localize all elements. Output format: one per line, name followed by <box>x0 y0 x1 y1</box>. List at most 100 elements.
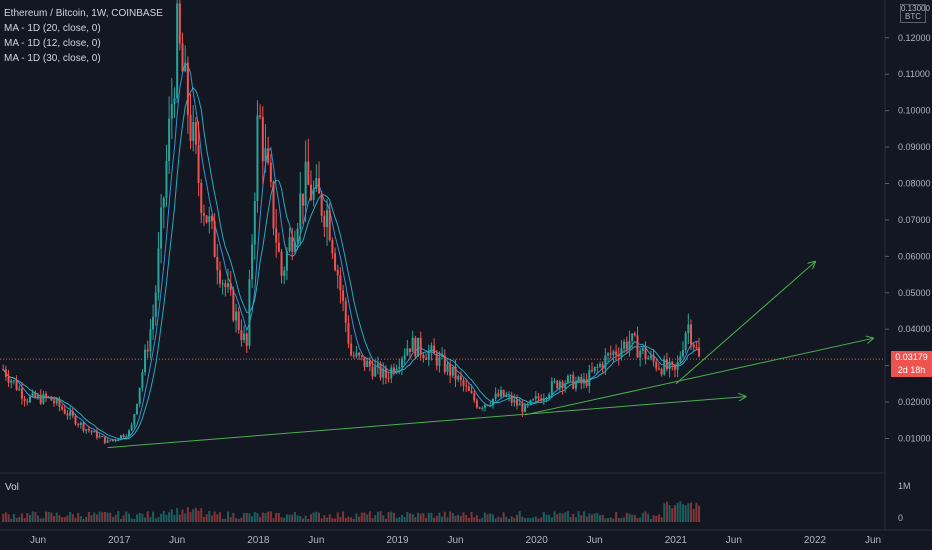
candle[interactable] <box>144 344 147 376</box>
candle[interactable] <box>39 389 42 405</box>
candle[interactable] <box>58 396 61 412</box>
candle[interactable] <box>66 410 69 420</box>
candle[interactable] <box>395 364 398 375</box>
candle[interactable] <box>261 106 264 185</box>
candle[interactable] <box>98 433 101 439</box>
candle[interactable] <box>459 371 462 387</box>
candle[interactable] <box>371 359 374 380</box>
candle[interactable] <box>384 365 387 385</box>
candle[interactable] <box>251 234 254 289</box>
candle[interactable] <box>61 404 64 411</box>
candle[interactable] <box>502 389 505 397</box>
candle[interactable] <box>443 349 446 375</box>
candle[interactable] <box>366 357 369 368</box>
candle[interactable] <box>69 406 72 420</box>
candle[interactable] <box>548 392 551 401</box>
candle[interactable] <box>248 269 251 350</box>
candle[interactable] <box>590 362 593 373</box>
candle[interactable] <box>596 363 599 375</box>
candle[interactable] <box>358 351 361 360</box>
candle[interactable] <box>20 382 23 405</box>
candle[interactable] <box>668 357 671 378</box>
candle[interactable] <box>165 144 168 207</box>
candle[interactable] <box>620 340 623 361</box>
candle[interactable] <box>127 429 130 440</box>
candle[interactable] <box>673 363 676 378</box>
candle[interactable] <box>641 346 644 354</box>
candle[interactable] <box>122 433 125 439</box>
time-axis[interactable]: Jun 2017 Jun 2018 Jun 2019 Jun 2020 Jun 2021 Jun 20… <box>30 535 881 546</box>
candle[interactable] <box>526 402 529 409</box>
candle[interactable] <box>577 375 580 383</box>
candle[interactable] <box>119 434 122 441</box>
candle[interactable] <box>210 214 213 230</box>
candle[interactable] <box>572 371 575 390</box>
candle[interactable] <box>387 371 390 383</box>
candle[interactable] <box>417 337 420 357</box>
candle[interactable] <box>615 344 618 360</box>
candle[interactable] <box>277 232 280 253</box>
candle[interactable] <box>28 394 31 404</box>
candle[interactable] <box>497 389 500 398</box>
candle[interactable] <box>516 394 519 410</box>
candle[interactable] <box>537 392 540 403</box>
candle[interactable] <box>138 387 141 408</box>
candle[interactable] <box>170 78 173 140</box>
candle[interactable] <box>125 434 128 439</box>
candle[interactable] <box>478 406 481 409</box>
candle[interactable] <box>657 363 660 371</box>
candle[interactable] <box>582 372 585 389</box>
candle[interactable] <box>588 364 591 393</box>
candle[interactable] <box>663 355 666 376</box>
candle[interactable] <box>235 303 238 333</box>
candle[interactable] <box>272 180 275 236</box>
candle[interactable] <box>665 352 668 372</box>
candle[interactable] <box>681 341 684 359</box>
candle[interactable] <box>176 0 179 104</box>
candle[interactable] <box>26 398 29 406</box>
candle[interactable] <box>486 404 489 407</box>
candle[interactable] <box>95 428 98 440</box>
candle[interactable] <box>42 390 45 405</box>
candle[interactable] <box>556 380 559 390</box>
candle[interactable] <box>545 396 548 403</box>
candle[interactable] <box>130 422 133 432</box>
candlesticks[interactable] <box>2 0 701 445</box>
candle[interactable] <box>400 356 403 376</box>
candle[interactable] <box>607 352 610 364</box>
candle[interactable] <box>229 270 232 296</box>
candle[interactable] <box>280 248 283 284</box>
candle[interactable] <box>31 389 34 398</box>
candle[interactable] <box>50 395 53 401</box>
candle[interactable] <box>494 387 497 402</box>
candle[interactable] <box>232 286 235 323</box>
candle[interactable] <box>403 348 406 365</box>
candle[interactable] <box>542 393 545 405</box>
candle[interactable] <box>347 315 350 349</box>
candle[interactable] <box>296 222 299 251</box>
candle[interactable] <box>320 190 323 223</box>
candle[interactable] <box>200 179 203 224</box>
candle[interactable] <box>409 348 412 360</box>
candle[interactable] <box>352 351 355 359</box>
candle[interactable] <box>698 337 701 358</box>
candle[interactable] <box>87 425 90 433</box>
candle[interactable] <box>350 334 353 357</box>
candle[interactable] <box>609 345 612 359</box>
candle[interactable] <box>79 421 82 429</box>
candle[interactable] <box>192 105 195 152</box>
candle[interactable] <box>245 332 248 354</box>
candle[interactable] <box>676 355 679 378</box>
candle[interactable] <box>103 436 106 445</box>
candle[interactable] <box>633 331 636 337</box>
candle[interactable] <box>55 397 58 406</box>
candle[interactable] <box>481 406 484 411</box>
candle[interactable] <box>435 350 438 371</box>
candle[interactable] <box>524 402 527 413</box>
candle[interactable] <box>652 348 655 367</box>
candle[interactable] <box>136 403 139 416</box>
indicator-ma-30[interactable]: MA - 1D (30, close, 0) <box>4 53 101 64</box>
candle[interactable] <box>157 231 160 301</box>
candle[interactable] <box>612 349 615 363</box>
